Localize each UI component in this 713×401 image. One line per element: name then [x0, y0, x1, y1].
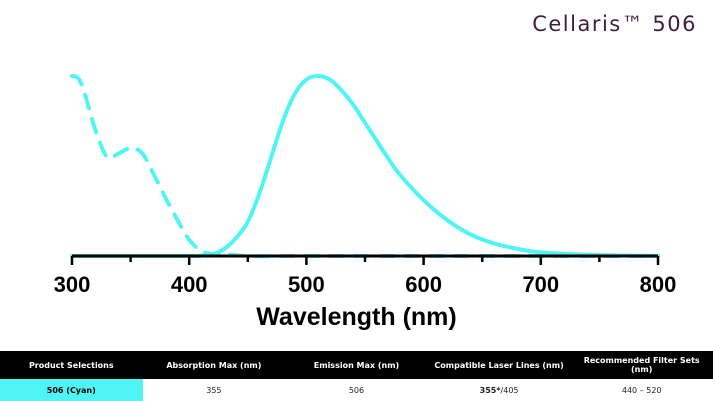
x-tick-label: 300 — [54, 272, 91, 297]
header-product-selections: Product Selections — [0, 351, 143, 379]
table-row: 506 (Cyan) 355 506 355*/405 440 – 520 — [0, 379, 713, 401]
header-laser-lines: Compatible Laser Lines (nm) — [427, 351, 571, 379]
product-spec-table: Product Selections Absorption Max (nm) E… — [0, 351, 713, 401]
x-tick-label: 700 — [522, 272, 559, 297]
emission-curve — [70, 73, 660, 259]
header-filter-sets: Recommended Filter Sets (nm) — [570, 351, 713, 379]
laser-primary: 355* — [479, 385, 501, 395]
absorption-curve — [70, 74, 660, 259]
x-tick-label: 400 — [171, 272, 208, 297]
x-tick-label: 800 — [640, 272, 677, 297]
cell-absorption: 355 — [206, 385, 222, 395]
table-header-row: Product Selections Absorption Max (nm) E… — [0, 351, 713, 379]
x-tick-label: 600 — [405, 272, 442, 297]
header-emission-max: Emission Max (nm) — [285, 351, 428, 379]
cell-emission: 506 — [348, 385, 365, 395]
x-axis-label: Wavelength (nm) — [256, 303, 457, 331]
laser-secondary: /405 — [500, 385, 519, 395]
spectrum-chart: 300 400 500 600 700 800 — [54, 73, 677, 297]
product-title: Cellaris™ 506 — [532, 12, 697, 36]
cell-product: 506 (Cyan) — [0, 379, 143, 401]
x-tick-label: 500 — [288, 272, 325, 297]
cell-filter-sets: 440 – 520 — [621, 385, 662, 395]
header-absorption-max: Absorption Max (nm) — [142, 351, 286, 379]
cell-laser-lines: 355*/405 — [428, 379, 571, 401]
